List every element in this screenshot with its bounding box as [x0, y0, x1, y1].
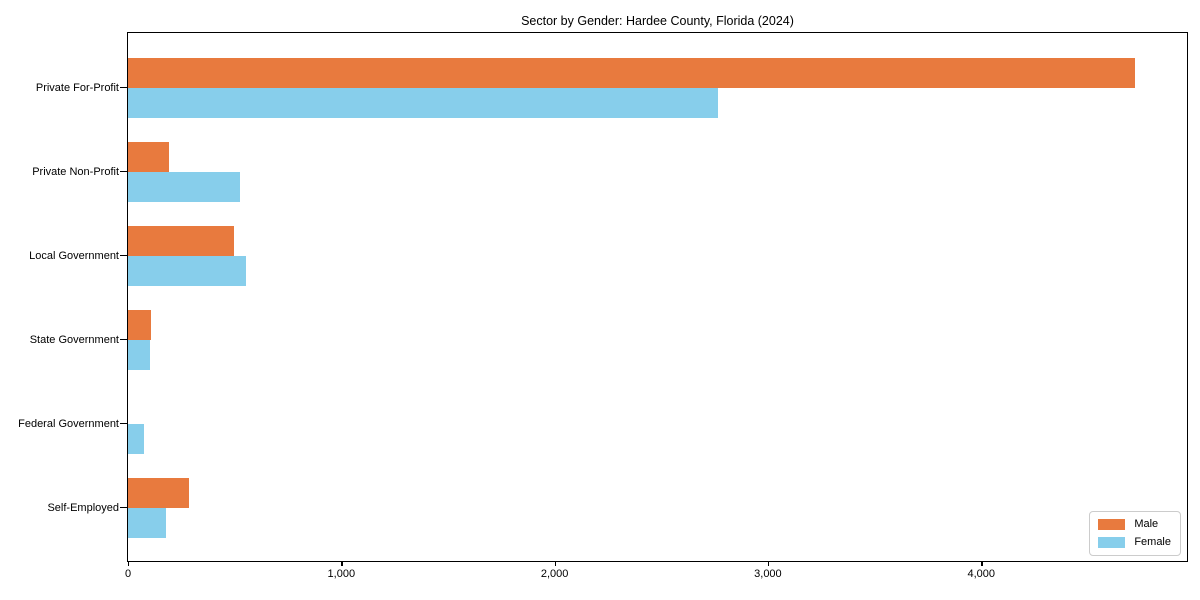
y-tick-mark — [120, 255, 127, 257]
y-tick-mark — [120, 171, 127, 173]
x-tick-mark — [767, 561, 770, 566]
bar-male — [128, 226, 234, 256]
y-axis-label: State Government — [29, 334, 119, 346]
y-axis-label: Local Government — [29, 250, 119, 262]
bar-female — [128, 88, 719, 118]
x-tick-mark — [981, 561, 983, 566]
bar-female — [128, 256, 246, 286]
legend-label: Male — [1134, 518, 1159, 530]
x-tick-mark — [128, 561, 130, 566]
y-axis-label: Self-Employed — [47, 502, 119, 514]
x-tick-mark — [341, 561, 343, 566]
legend-item: Male — [1098, 518, 1171, 531]
legend-swatch — [1098, 519, 1126, 530]
bar-female — [128, 424, 144, 454]
y-axis-label: Federal Government — [18, 418, 119, 430]
bar-female — [128, 340, 151, 370]
y-axis-label: Private Non-Profit — [32, 166, 119, 178]
x-axis-label: 3,000 — [754, 568, 782, 580]
legend-item: Female — [1098, 536, 1171, 549]
bar-male — [128, 58, 1136, 88]
bar-female — [128, 172, 240, 202]
x-axis-label: 0 — [124, 568, 132, 580]
y-tick-mark — [120, 339, 127, 341]
legend-swatch — [1098, 537, 1126, 548]
y-axis-label: Private For-Profit — [35, 82, 119, 94]
bar-male — [128, 310, 152, 340]
plot-area: Male Female — [127, 32, 1188, 562]
chart-title: Sector by Gender: Hardee County, Florida… — [521, 14, 794, 28]
x-axis-label: 4,000 — [967, 568, 995, 580]
x-axis-label: 2,000 — [540, 568, 569, 580]
y-tick-mark — [120, 423, 127, 425]
legend-label: Female — [1134, 536, 1171, 548]
y-tick-mark — [120, 87, 127, 89]
x-axis-label: 1,000 — [327, 568, 356, 580]
x-tick-mark — [554, 561, 556, 566]
bar-female — [128, 508, 167, 538]
y-tick-mark — [120, 507, 127, 509]
legend: Male Female — [1089, 511, 1181, 556]
bar-male — [128, 478, 190, 508]
bar-male — [128, 142, 169, 172]
